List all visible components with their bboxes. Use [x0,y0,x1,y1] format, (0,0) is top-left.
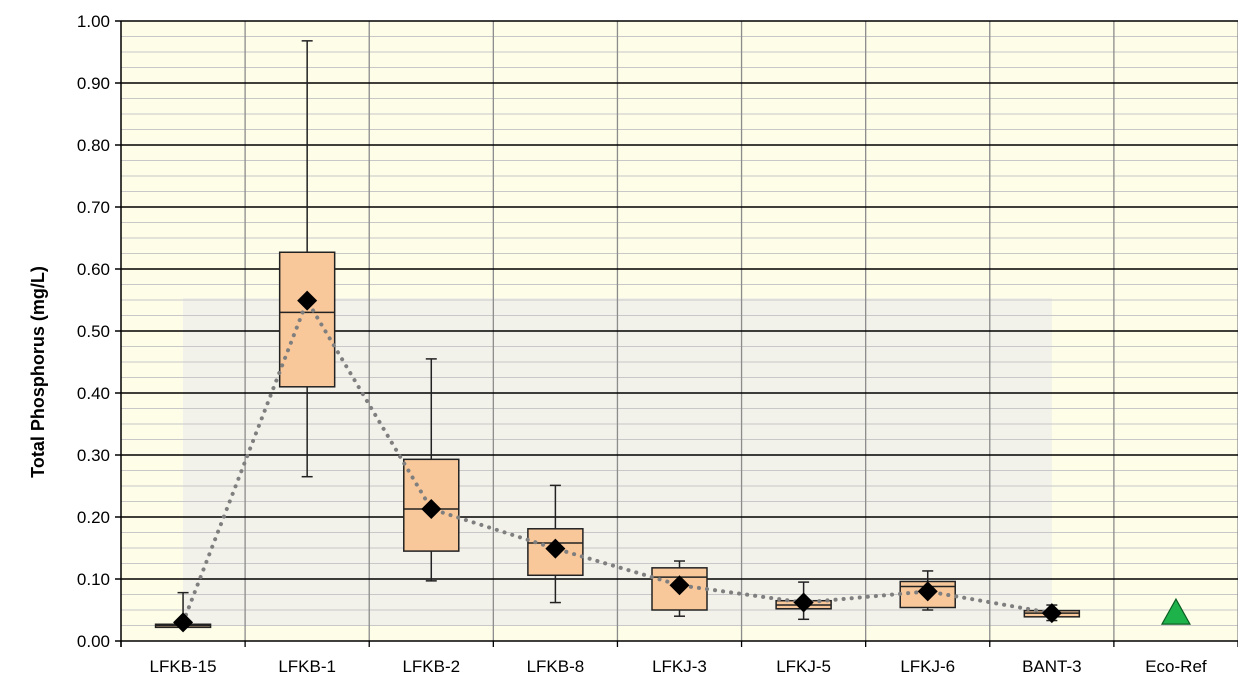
y-tick-label: 0.00 [77,632,110,651]
mean-marker [1041,603,1062,624]
x-tick-label: LFKB-15 [150,657,217,676]
iqr-box [278,251,336,388]
y-tick-label: 0.60 [77,260,110,279]
x-tick-label: LFKJ-5 [776,657,831,676]
mean-marker [173,612,194,633]
mean-trend-line [181,296,1054,625]
mean-marker [793,592,814,613]
y-axis-ticks: 0.00 0.10 0.20 0.30 0.40 0.50 0.60 0.70 0.80 0.90… [77,12,121,651]
y-tick-label: 0.90 [77,74,110,93]
x-tick-label: Eco-Ref [1145,657,1207,676]
eco-ref-marker-group [1160,597,1191,625]
box-lfkb-1 [278,40,336,478]
x-axis-ticks: LFKB-15 LFKB-1 LFKB-2 LFKB-8 LFKJ-3 LFKJ-5 LFK… [120,641,1238,676]
y-axis-label: Total Phosphorus (mg/L) [28,266,48,478]
mean-marker [669,575,690,596]
mean-marker [917,581,938,602]
mean-marker [421,498,442,519]
x-tick-label: LFKB-2 [402,657,460,676]
x-tick-label: LFKB-1 [278,657,336,676]
x-tick-label: LFKB-8 [527,657,585,676]
reference-triangle-marker [1160,597,1191,625]
mean-marker [545,538,566,559]
gridlines [120,20,1238,647]
mean-markers [173,290,1062,633]
y-tick-label: 0.30 [77,446,110,465]
mean-marker [297,290,318,311]
y-tick-label: 0.50 [77,322,110,341]
x-tick-label: BANT-3 [1022,657,1082,676]
y-tick-label: 0.20 [77,508,110,527]
x-tick-label: LFKJ-6 [900,657,955,676]
x-tick-label: LFKJ-3 [652,657,707,676]
y-tick-label: 0.80 [77,136,110,155]
y-tick-label: 0.40 [77,384,110,403]
y-tick-label: 1.00 [77,12,110,31]
y-tick-label: 0.10 [77,570,110,589]
y-tick-label: 0.70 [77,198,110,217]
